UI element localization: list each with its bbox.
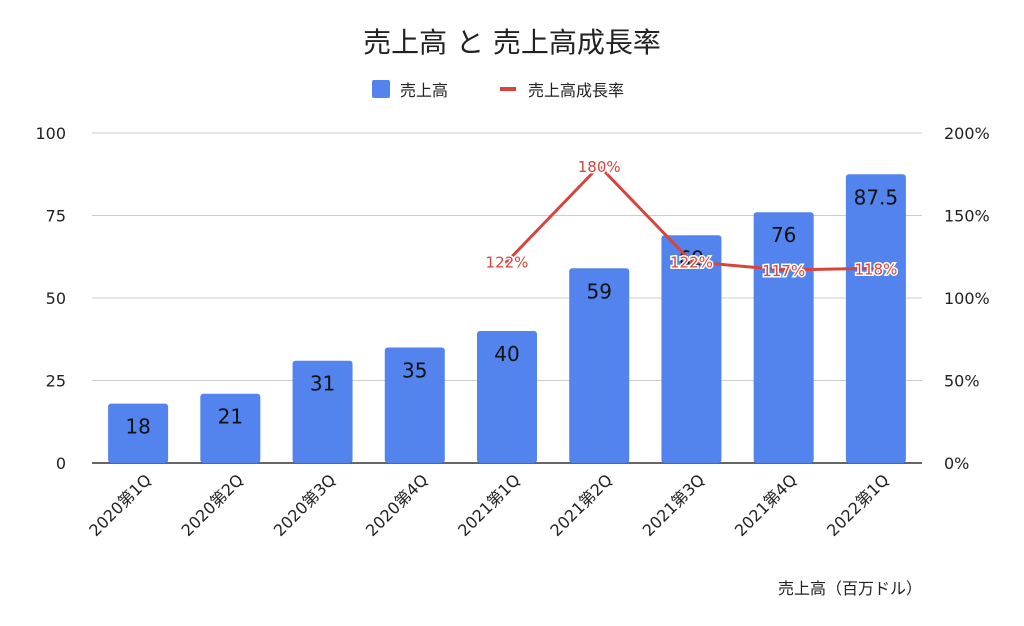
bar-value-label: 31 bbox=[310, 372, 335, 396]
bar bbox=[477, 331, 537, 463]
y-left-tick-label: 0 bbox=[56, 454, 66, 473]
x-tick-label: 2021第1Q bbox=[454, 470, 524, 540]
x-tick-label: 2020第2Q bbox=[178, 470, 248, 540]
bar-value-label: 21 bbox=[218, 405, 243, 429]
bar-value-label: 87.5 bbox=[854, 185, 899, 209]
y-right-tick-label: 150% bbox=[944, 207, 990, 226]
legend-swatch-bar bbox=[372, 80, 390, 98]
line-value-label: 122% bbox=[486, 254, 529, 272]
x-tick-label: 2021第3Q bbox=[639, 470, 709, 540]
chart-title: 売上高 と 売上高成長率 bbox=[363, 26, 661, 59]
bar bbox=[292, 360, 353, 463]
bar bbox=[384, 347, 445, 463]
y-right-tick-label: 200% bbox=[944, 124, 990, 143]
line-point bbox=[873, 266, 878, 271]
bar bbox=[200, 393, 261, 463]
bar bbox=[661, 235, 722, 463]
y-left-tick-label: 75 bbox=[46, 207, 66, 226]
legend: 売上高 売上高成長率 bbox=[372, 80, 624, 100]
legend-label-bar: 売上高 bbox=[400, 81, 448, 100]
bar bbox=[569, 268, 630, 463]
line-point bbox=[781, 267, 786, 272]
line-point bbox=[597, 164, 602, 168]
y-right-tick-label: 100% bbox=[944, 289, 990, 308]
line-value-label: 117% bbox=[762, 262, 805, 280]
bar-value-label: 35 bbox=[402, 359, 427, 383]
legend-label-line: 売上高成長率 bbox=[528, 81, 624, 100]
x-tick-label: 2021第4Q bbox=[731, 470, 801, 540]
y-right-tick-label: 0% bbox=[944, 454, 969, 473]
y-left-tick-label: 100 bbox=[35, 124, 66, 143]
line-labels: 122% 180% 122% 117% 118% bbox=[484, 157, 899, 282]
bar-value-label: 59 bbox=[586, 279, 611, 303]
bar bbox=[108, 403, 169, 463]
line-value-label: 122% bbox=[670, 254, 713, 272]
y-axis-left: 0 25 50 75 100 bbox=[35, 124, 66, 473]
line-point bbox=[505, 259, 509, 264]
y-left-tick-label: 50 bbox=[46, 289, 66, 308]
bar-value-label: 69 bbox=[679, 246, 704, 270]
x-tick-label: 2020第1Q bbox=[85, 470, 155, 540]
bar-value-label: 40 bbox=[494, 342, 519, 366]
line-series bbox=[505, 164, 878, 272]
bar-value-label: 76 bbox=[771, 223, 796, 247]
unit-footnote: 売上高（百万ドル） bbox=[778, 579, 922, 598]
line-value-label: 180% bbox=[578, 158, 621, 176]
y-axis-right: 0% 50% 100% 150% 200% bbox=[944, 124, 990, 473]
x-tick-label: 2021第2Q bbox=[546, 470, 616, 540]
bar-series bbox=[108, 174, 906, 463]
bar-labels: 18 21 31 35 40 59 69 76 87.5 bbox=[125, 185, 898, 438]
bar bbox=[753, 212, 814, 463]
x-tick-label: 2020第3Q bbox=[270, 470, 340, 540]
x-axis: 2020第1Q 2020第2Q 2020第3Q 2020第4Q 2021第1Q 2021第… bbox=[85, 470, 892, 540]
x-tick-label: 2022第1Q bbox=[823, 470, 893, 540]
bar bbox=[845, 174, 906, 463]
x-tick-label: 2020第4Q bbox=[362, 470, 432, 540]
y-right-tick-label: 50% bbox=[944, 372, 980, 391]
line-value-label: 118% bbox=[854, 260, 897, 278]
bar-value-label: 18 bbox=[125, 415, 150, 439]
y-left-tick-label: 25 bbox=[46, 372, 66, 391]
line-point bbox=[689, 259, 694, 264]
